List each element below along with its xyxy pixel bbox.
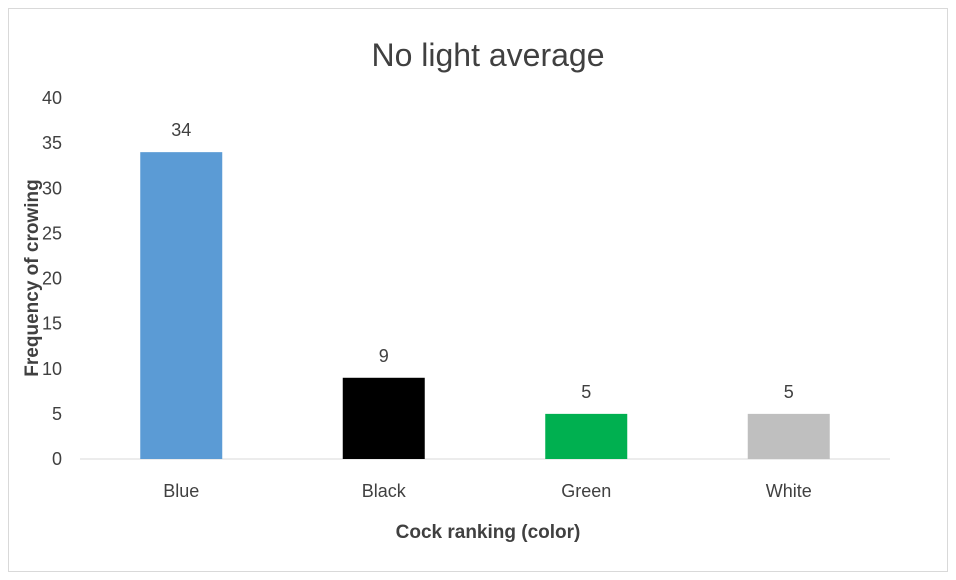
x-axis-title: Cock ranking (color) [396, 522, 581, 543]
x-category-label: White [766, 481, 812, 501]
y-tick-label: 20 [42, 269, 62, 289]
y-tick-label: 40 [42, 88, 62, 108]
x-category-label: Green [561, 481, 611, 501]
data-label: 5 [784, 382, 794, 402]
y-tick-label: 0 [52, 449, 62, 469]
y-tick-label: 25 [42, 223, 62, 243]
bar-black [342, 377, 425, 459]
bar-white [747, 413, 830, 459]
bar-blue [140, 152, 223, 459]
data-label: 34 [171, 120, 191, 140]
x-category-label: Black [362, 481, 407, 501]
data-label: 9 [379, 346, 389, 366]
bar-green [545, 413, 628, 459]
x-axis-categories: Blue Black Green White [163, 481, 812, 501]
y-tick-label: 30 [42, 178, 62, 198]
y-axis-title: Frequency of crowing [22, 179, 43, 376]
data-label: 5 [581, 382, 591, 402]
data-labels: 34 9 5 5 [171, 120, 794, 402]
chart-title: No light average [371, 37, 604, 73]
y-tick-label: 10 [42, 359, 62, 379]
y-tick-label: 35 [42, 133, 62, 153]
y-tick-label: 15 [42, 314, 62, 334]
y-tick-label: 5 [52, 404, 62, 424]
bars [140, 152, 830, 459]
x-category-label: Blue [163, 481, 199, 501]
y-axis-ticks: 0 5 10 15 20 25 30 35 40 [42, 88, 62, 469]
